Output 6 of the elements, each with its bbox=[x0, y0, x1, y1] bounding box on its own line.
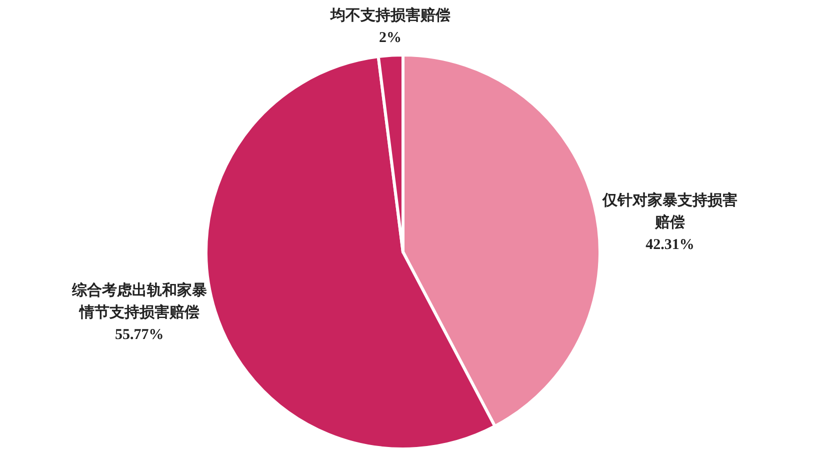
slice-label: 仅针对家暴支持损害赔偿 bbox=[601, 191, 739, 234]
slice-label: 均不支持损害赔偿 bbox=[330, 6, 450, 26]
data-label: 55.77% bbox=[114, 326, 165, 346]
data-label: 2% bbox=[378, 29, 402, 48]
slice-label: 综合考虑出轨和家暴情节支持损害赔偿 bbox=[70, 281, 208, 324]
data-label: 42.31% bbox=[644, 236, 696, 256]
